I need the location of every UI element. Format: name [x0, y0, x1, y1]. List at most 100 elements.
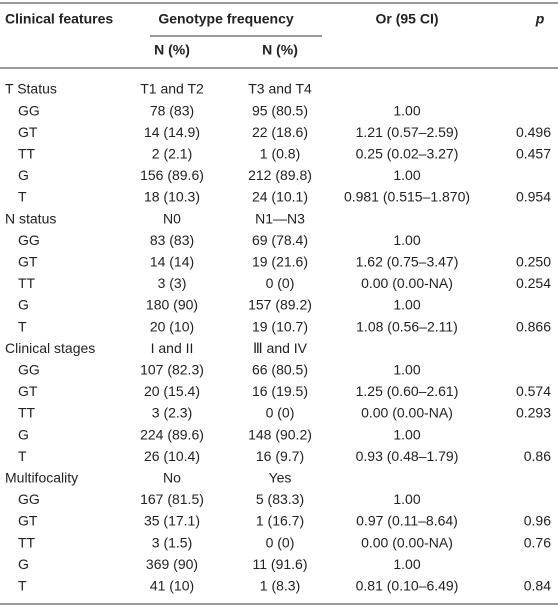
table-cell: G — [18, 556, 29, 572]
table-cell: 19 (21.6) — [252, 254, 308, 270]
table-cell: T3 and T4 — [248, 81, 312, 97]
table-cell: T Status — [5, 81, 57, 97]
table-cell: 26 (10.4) — [144, 448, 200, 464]
table-cell: 0.00 (0.00-NA) — [361, 534, 453, 550]
table-cell: No — [163, 470, 181, 486]
table-cell: GG — [18, 362, 40, 378]
table-cell: GG — [18, 102, 40, 118]
table-cell: T — [18, 448, 27, 464]
table-cell: T — [18, 318, 27, 334]
table-cell: 148 (90.2) — [248, 426, 312, 442]
table-cell: 1.25 (0.60–2.61) — [356, 383, 459, 399]
table-cell: 1 (0.8) — [260, 146, 300, 162]
table-cell: G — [18, 167, 29, 183]
table-cell: T — [18, 578, 27, 594]
table-cell: 0.293 — [516, 405, 551, 421]
table-cell: 0.25 (0.02–3.27) — [356, 146, 459, 162]
header-cell: Clinical features — [5, 11, 113, 27]
table-cell: 19 (10.7) — [252, 318, 308, 334]
subheader-cell: N (%) — [154, 42, 190, 58]
table-cell: 35 (17.1) — [144, 513, 200, 529]
table-cell: 1.00 — [393, 491, 420, 507]
table-cell: 1.00 — [393, 297, 420, 313]
table-cell: 0 (0) — [266, 534, 295, 550]
table-cell: 156 (89.6) — [140, 167, 204, 183]
table-cell: I and II — [151, 340, 194, 356]
table-cell: 20 (10) — [150, 318, 194, 334]
table-cell: 369 (90) — [146, 556, 198, 572]
table-cell: 95 (80.5) — [252, 102, 308, 118]
table-cell: 2 (2.1) — [152, 146, 192, 162]
table-cell: Ⅲ and IV — [253, 340, 308, 356]
table-cell: T1 and T2 — [140, 81, 204, 97]
table-cell: 11 (91.6) — [253, 556, 308, 572]
header-cell: Or (95 CI) — [375, 11, 438, 27]
table-cell: GT — [18, 124, 38, 140]
table-cell: 1.00 — [393, 102, 420, 118]
table-cell: 14 (14) — [150, 254, 194, 270]
table-cell: 0.76 — [524, 534, 551, 550]
table-cell: 1 (8.3) — [260, 578, 300, 594]
table-cell: 69 (78.4) — [252, 232, 308, 248]
table-cell: 1.21 (0.57–2.59) — [356, 124, 459, 140]
table-cell: 0.93 (0.48–1.79) — [356, 448, 459, 464]
header-cell: Genotype frequency — [158, 11, 294, 27]
table-cell: GT — [18, 513, 38, 529]
table-cell: 16 (19.5) — [252, 383, 308, 399]
table-cell: 212 (89.8) — [248, 167, 312, 183]
table-cell: 0.250 — [516, 254, 551, 270]
table-cell: N1—N3 — [255, 210, 305, 226]
table-cell: 1.00 — [393, 232, 420, 248]
table-cell: 16 (9.7) — [256, 448, 304, 464]
table-cell: 1.00 — [393, 556, 420, 572]
table-cell: 0.457 — [516, 146, 551, 162]
table-cell: 14 (14.9) — [144, 124, 200, 140]
table-cell: TT — [18, 275, 36, 291]
table-cell: N status — [5, 210, 56, 226]
table-cell: 0.00 (0.00-NA) — [361, 275, 453, 291]
table-cell: 0.81 (0.10–6.49) — [356, 578, 459, 594]
table-cell: 0 (0) — [266, 275, 295, 291]
table-cell: N0 — [163, 210, 181, 226]
table-cell: 0.00 (0.00-NA) — [361, 405, 453, 421]
table-cell: TT — [18, 534, 36, 550]
table-cell: 78 (83) — [150, 102, 194, 118]
table-cell: 167 (81.5) — [140, 491, 204, 507]
table-cell: 224 (89.6) — [140, 426, 204, 442]
table-cell: 18 (10.3) — [144, 189, 200, 205]
table-cell: 0.574 — [516, 383, 551, 399]
table-cell: 3 (2.3) — [152, 405, 192, 421]
table-cell: 3 (3) — [158, 275, 187, 291]
table-cell: 20 (15.4) — [144, 383, 200, 399]
table-cell: TT — [18, 405, 36, 421]
table-cell: 1.00 — [393, 167, 420, 183]
table-cell: 22 (18.6) — [252, 124, 308, 140]
table-cell: T — [18, 189, 27, 205]
table-cell: 0.254 — [516, 275, 551, 291]
table-cell: Clinical stages — [5, 340, 95, 356]
table-cell: 3 (1.5) — [152, 534, 192, 550]
subheader-cell: N (%) — [262, 42, 298, 58]
table-cell: 157 (89.2) — [248, 297, 312, 313]
table-cell: 0.96 — [524, 513, 551, 529]
table-cell: GT — [18, 254, 38, 270]
table-cell: 5 (83.3) — [256, 491, 304, 507]
table-cell: 0.97 (0.11–8.64) — [356, 513, 458, 529]
table-cell: 0.496 — [516, 124, 551, 140]
table-cell: 0.866 — [516, 318, 551, 334]
table-cell: 0.981 (0.515–1.870) — [344, 189, 470, 205]
table-cell: 0.954 — [516, 189, 551, 205]
table-cell: 1.00 — [393, 426, 420, 442]
table-cell: 1.62 (0.75–3.47) — [356, 254, 459, 270]
table-cell: 66 (80.5) — [252, 362, 308, 378]
table-cell: G — [18, 297, 29, 313]
header-cell: p — [535, 11, 545, 27]
table-cell: 0 (0) — [266, 405, 295, 421]
table-cell: 0.84 — [524, 578, 551, 594]
table-cell: 1 (16.7) — [256, 513, 304, 529]
table-cell: GG — [18, 491, 40, 507]
table-cell: TT — [18, 146, 36, 162]
table-cell: 24 (10.1) — [252, 189, 308, 205]
table-cell: 1.08 (0.56–2.11) — [356, 318, 458, 334]
